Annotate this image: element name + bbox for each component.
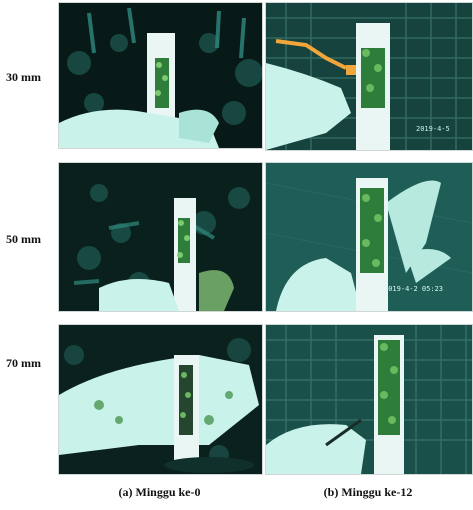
photo-70mm-week12 <box>265 324 473 475</box>
underwater-photo-image: 2019-4-2 05:23 <box>266 163 472 311</box>
underwater-photo-image <box>59 163 262 311</box>
photo-30mm-week0 <box>58 2 263 149</box>
caption-column-a: (a) Minggu ke-0 <box>118 485 201 499</box>
underwater-photo-image <box>59 325 262 474</box>
photo-50mm-week12: 2019-4-2 05:23 <box>265 162 473 312</box>
underwater-photo-image <box>59 3 262 148</box>
underwater-photo-image: 2019-4-5 <box>266 3 472 150</box>
caption-column-b: (b) Minggu ke-12 <box>323 485 413 499</box>
photo-70mm-week0 <box>58 324 263 475</box>
row-label-50mm: 50 mm <box>6 232 41 246</box>
underwater-photo-image <box>266 325 472 474</box>
photo-timestamp: 2019-4-2 05:23 <box>384 285 443 293</box>
row-label-70mm: 70 mm <box>6 356 41 370</box>
photo-timestamp: 2019-4-5 <box>416 125 450 133</box>
photo-50mm-week0 <box>58 162 263 312</box>
photo-30mm-week12: 2019-4-5 <box>265 2 473 151</box>
row-label-30mm: 30 mm <box>6 70 41 84</box>
